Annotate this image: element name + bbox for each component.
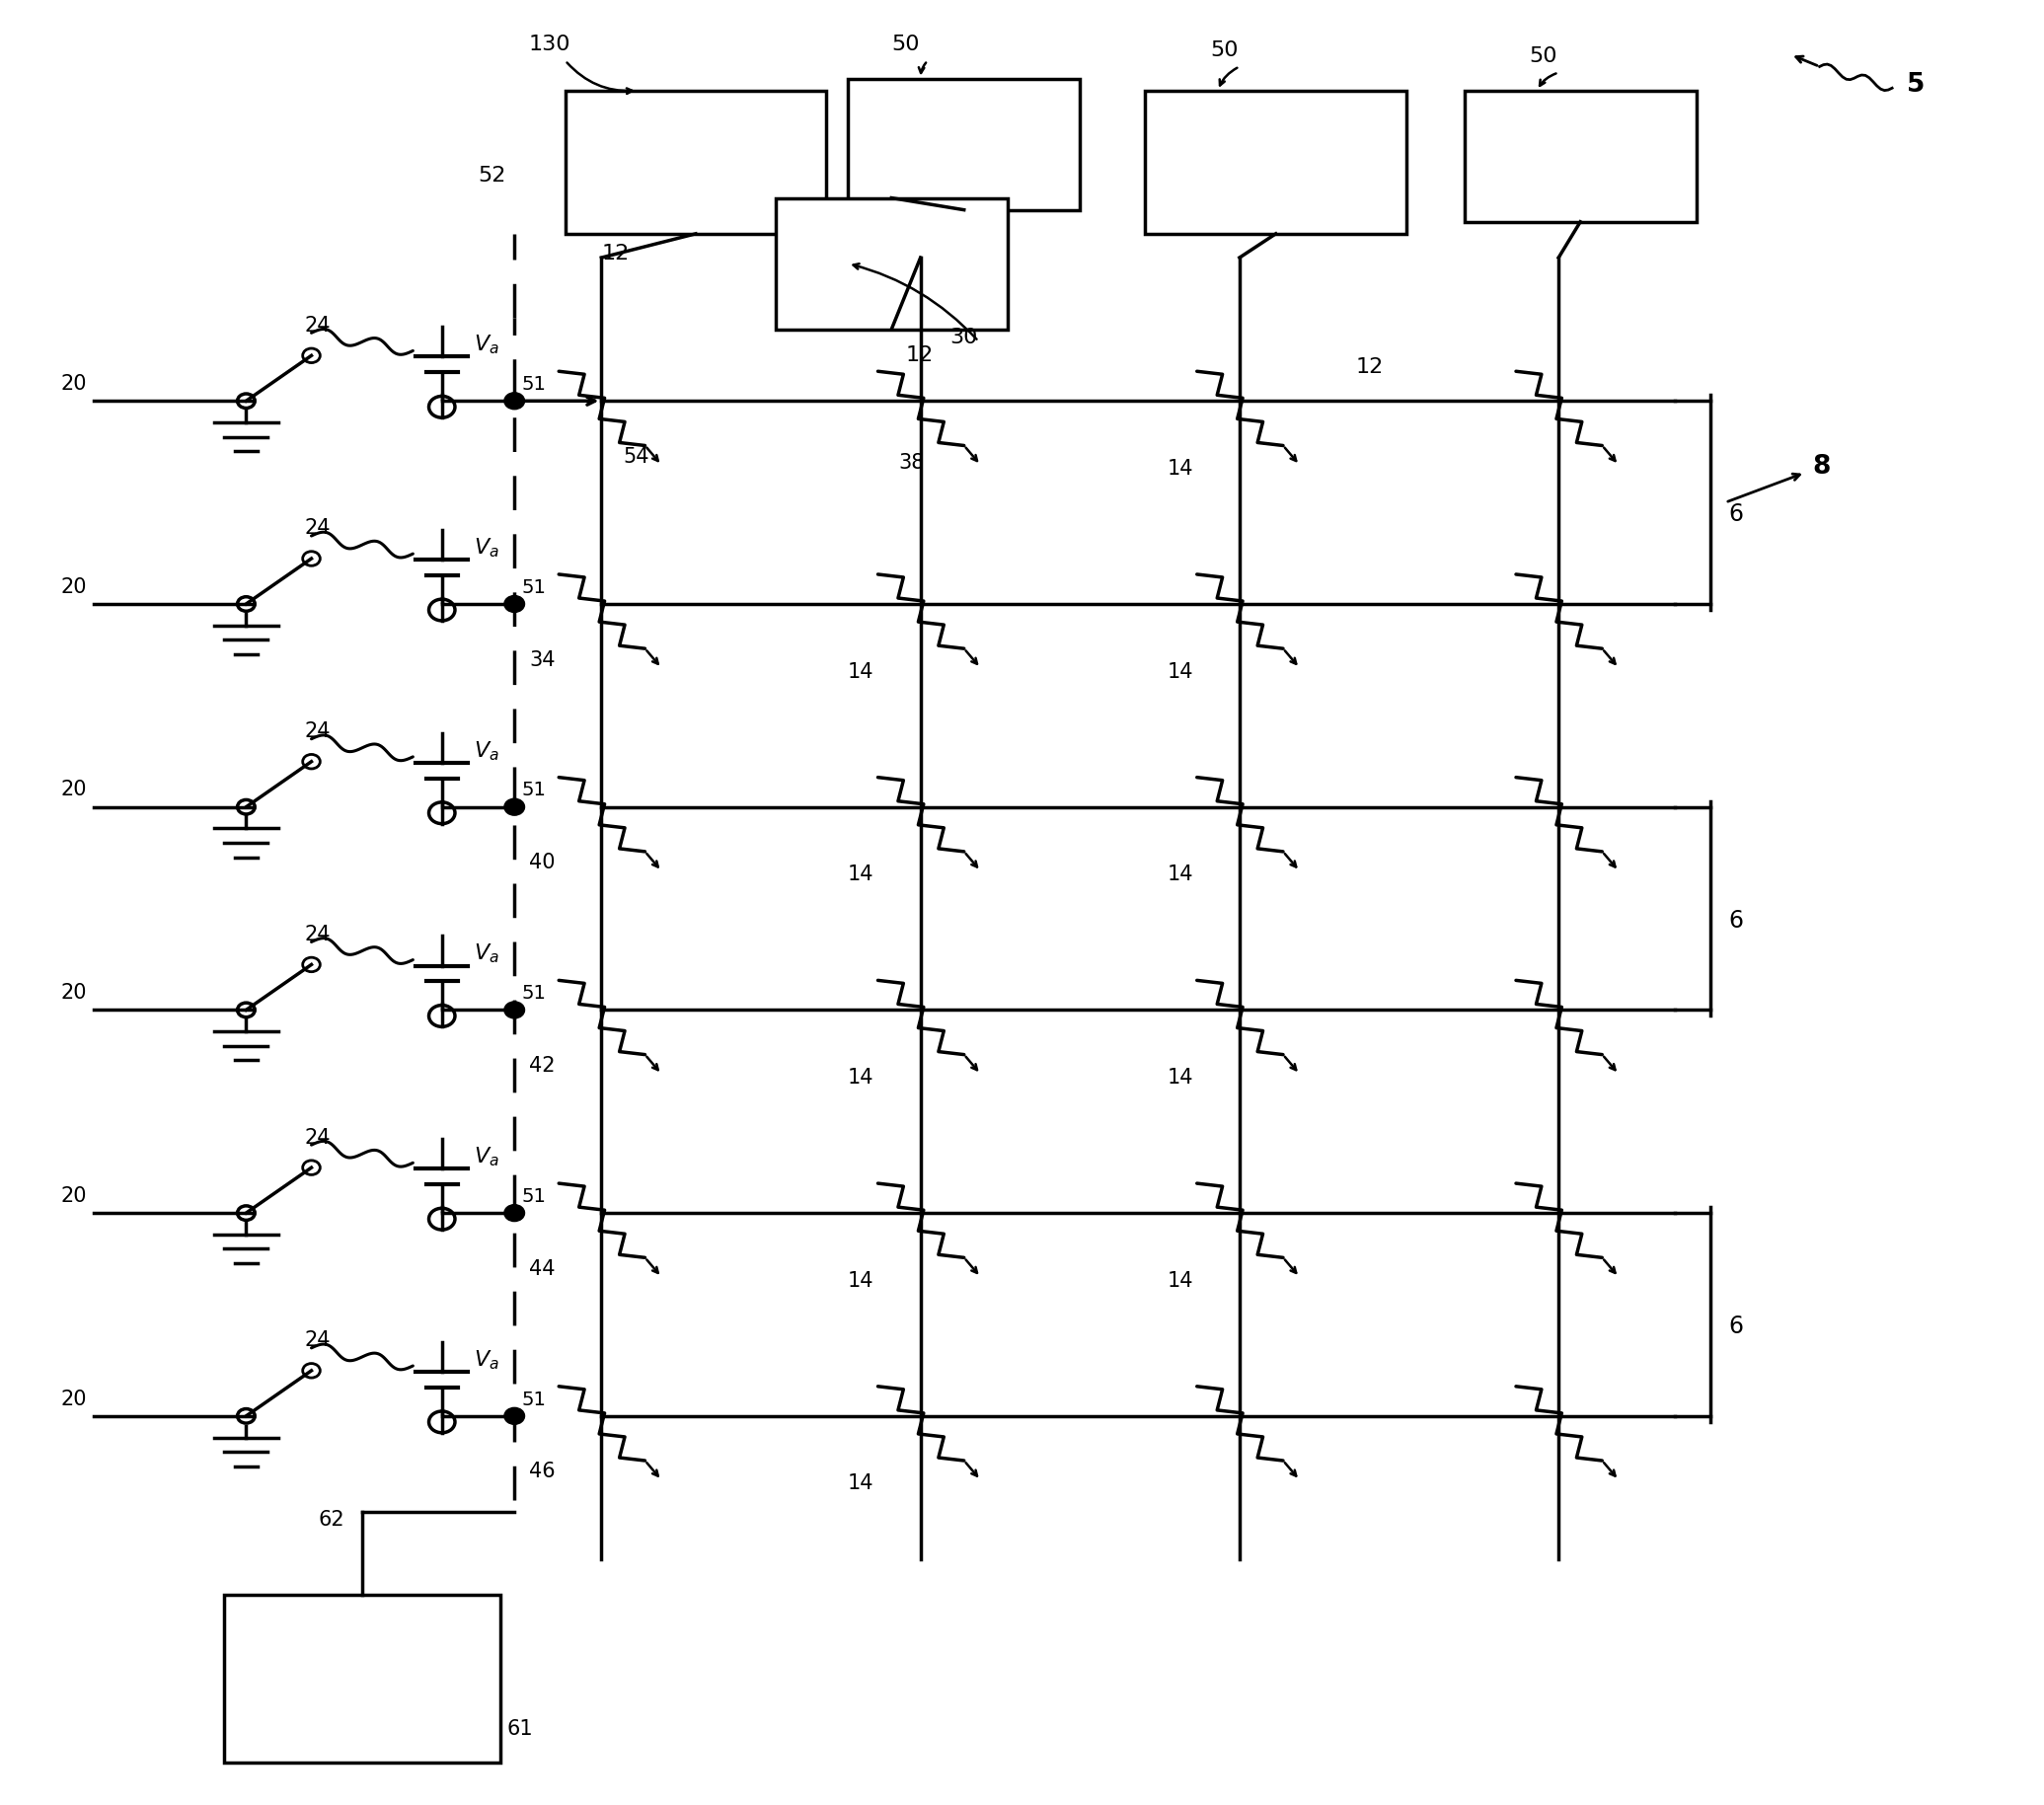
Text: $V_a$: $V_a$ [474, 740, 499, 762]
Text: 5: 5 [1907, 72, 1925, 97]
Text: 20: 20 [61, 374, 86, 393]
Circle shape [505, 1408, 525, 1424]
Text: 14: 14 [1167, 1271, 1194, 1291]
Text: 24: 24 [305, 1128, 331, 1148]
Text: 42: 42 [529, 1056, 556, 1076]
Text: $V_a$: $V_a$ [474, 942, 499, 966]
Text: 130: 130 [529, 34, 570, 54]
Circle shape [505, 1002, 525, 1018]
Bar [775, 199, 1008, 329]
Text: 54: 54 [623, 448, 650, 467]
Bar [566, 90, 826, 235]
Text: 40: 40 [529, 854, 556, 872]
Text: $V_a$: $V_a$ [474, 1348, 499, 1372]
Text: 51: 51 [521, 984, 546, 1004]
Text: 50: 50 [891, 34, 920, 54]
Bar [1145, 90, 1406, 235]
Text: $V_a$: $V_a$ [474, 536, 499, 560]
Text: 20: 20 [61, 578, 86, 597]
Text: 34: 34 [529, 650, 556, 670]
Text: 50: 50 [1210, 42, 1239, 61]
Text: 12: 12 [905, 345, 934, 365]
Circle shape [505, 798, 525, 816]
Text: 24: 24 [305, 1330, 331, 1350]
Text: 14: 14 [848, 1475, 875, 1493]
Text: 24: 24 [305, 316, 331, 336]
Text: 14: 14 [848, 1069, 875, 1088]
Text: 30: 30 [950, 327, 977, 347]
Text: 14: 14 [848, 1271, 875, 1291]
Text: 24: 24 [305, 518, 331, 538]
Text: 38: 38 [899, 453, 924, 473]
Text: 24: 24 [305, 924, 331, 944]
Text: 6: 6 [1729, 908, 1744, 931]
Text: 14: 14 [848, 865, 875, 884]
Text: 20: 20 [61, 1390, 86, 1410]
Text: 14: 14 [1167, 662, 1194, 682]
Text: 61: 61 [507, 1718, 533, 1738]
Text: 24: 24 [305, 722, 331, 742]
Text: 51: 51 [521, 578, 546, 597]
Bar [225, 1596, 501, 1762]
Text: 6: 6 [1729, 502, 1744, 527]
Bar [1464, 90, 1697, 222]
Text: 20: 20 [61, 1186, 86, 1206]
Text: $V_a$: $V_a$ [474, 334, 499, 356]
Text: 51: 51 [521, 782, 546, 800]
Circle shape [505, 1204, 525, 1222]
Text: 52: 52 [478, 166, 507, 186]
Text: 6: 6 [1729, 1314, 1744, 1338]
Circle shape [505, 392, 525, 410]
Text: $V_a$: $V_a$ [474, 1144, 499, 1168]
Text: 20: 20 [61, 780, 86, 800]
Text: 46: 46 [529, 1462, 556, 1482]
Bar [848, 78, 1079, 209]
Text: 14: 14 [1167, 865, 1194, 884]
Text: 14: 14 [1167, 458, 1194, 478]
Text: 8: 8 [1813, 453, 1831, 480]
Text: 12: 12 [601, 244, 630, 264]
Text: 51: 51 [521, 1188, 546, 1206]
Text: 50: 50 [1529, 47, 1558, 67]
Circle shape [505, 596, 525, 612]
Text: 12: 12 [1355, 357, 1384, 377]
Text: 14: 14 [1167, 1069, 1194, 1088]
Text: 62: 62 [319, 1509, 345, 1529]
Text: 14: 14 [848, 662, 875, 682]
Text: 20: 20 [61, 984, 86, 1004]
Text: 51: 51 [521, 1390, 546, 1410]
Text: 44: 44 [529, 1258, 556, 1278]
Text: 51: 51 [521, 375, 546, 393]
